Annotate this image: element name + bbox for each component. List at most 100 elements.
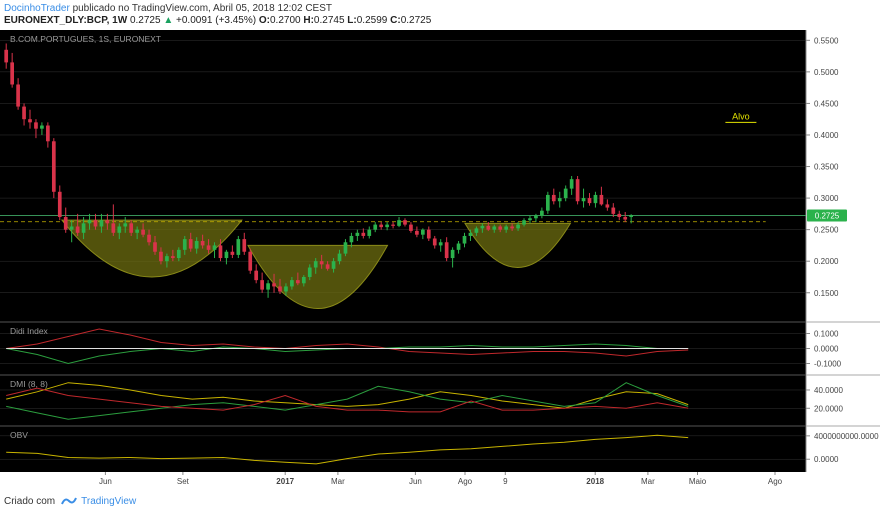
candle-body [623,217,628,220]
candle-body [468,232,473,236]
candle-body [611,207,616,214]
candle-body [355,232,360,236]
candle-body [296,280,300,284]
candle-body [391,224,395,226]
candle-body [534,215,538,219]
x-tick-label: Set [177,477,190,486]
candle-body [480,225,485,229]
candle-body [545,194,550,211]
publish-text: publicado no TradingView.com, Abril 05, … [72,3,332,14]
candle-body [420,229,425,235]
candle-body [444,242,449,259]
candle-body [361,232,366,236]
indicator-series-line [6,387,689,413]
candle-body [313,261,318,268]
candle-body [34,122,38,129]
candle-body [69,226,74,230]
indicator-series-line [6,382,689,420]
symbol-info: EURONEXT_DLY:BCP, 1W 0.2725 ▲ +0.0091 (+… [4,15,431,28]
candle-body [403,220,407,225]
candle-body [593,194,598,204]
indicator-series-line [6,434,689,465]
candle-body [349,235,354,243]
indicator-series-line [6,328,689,357]
cup-pattern [60,219,243,278]
candle-body [105,220,110,224]
y-tick-label: 0.4000 [814,131,839,140]
tradingview-logo-icon [61,497,78,505]
candle-body [290,280,294,287]
candle-body [10,62,14,85]
candle-body [373,224,378,230]
candle-body [194,241,199,249]
candle-body [153,242,157,252]
candle-body [165,256,169,262]
candle-body [236,239,241,255]
candle-body [230,251,235,255]
y-tick-label: 0.1500 [814,289,839,298]
y-tick-label: 0.0000 [814,455,839,464]
candle-body [200,241,205,246]
author-link[interactable]: DocinhoTrader [4,3,70,14]
symbol-name: EURONEXT_DLY:BCP, 1W [4,15,128,26]
y-tick-label: 0.3000 [814,194,839,203]
close-value: 0.2725 [400,15,432,26]
y-tick-label: 20.0000 [814,404,843,413]
candle-body [331,261,336,269]
candle-body [319,261,324,265]
candle-body [540,210,544,216]
candle-body [171,256,175,259]
candle-body [123,223,128,227]
candle-body [40,125,44,129]
y-tick-label: 0.4500 [814,99,839,108]
candle-body [426,229,431,239]
cup-pattern [464,222,572,269]
target-label: Alvo [732,111,750,121]
y-tick-label: 0.2500 [814,226,839,235]
candle-body [516,224,520,229]
candle-body [438,242,443,246]
created-with-text: Criado com [4,495,56,507]
candle-body [22,106,26,120]
x-tick-label: Mar [331,477,345,486]
x-tick-label: Jun [99,477,112,486]
candle-body [28,119,32,123]
candle-body [456,243,461,250]
y-tick-label: 4000000000.0000 [814,432,879,441]
change-value: +0.0091 (+3.45%) [176,15,257,26]
high-value: 0.2745 [313,15,345,26]
candle-body [182,239,187,250]
candle-body [575,179,580,202]
candle-body [254,270,259,281]
close-label: C: [390,15,401,26]
candle-body [581,198,586,202]
y-tick-label: 0.0000 [814,345,839,354]
candle-body [272,283,276,287]
publish-info: DocinhoTrader publicado no TradingView.c… [4,3,332,15]
candle-body [415,230,419,235]
candle-body [129,223,134,233]
candle-body [486,225,491,230]
chart-canvas[interactable]: 0.5500 0.5000 0.4500 0.4000 0.3500 0.3000 0.25… [0,30,880,490]
candle-body [117,226,122,233]
candle-body [260,280,264,290]
candle-body [504,226,509,230]
candle-body [367,229,372,236]
candle-body [569,179,574,189]
x-tick-label: 2018 [586,477,604,486]
tradingview-link[interactable]: TradingView [81,495,137,507]
footer: Criado com TradingView [4,493,136,509]
time-axis-background [0,472,880,490]
y-tick-label: 0.2000 [814,257,839,266]
candle-body [492,226,497,230]
candle-body [278,286,282,292]
candle-body [206,245,211,250]
high-label: H: [303,15,314,26]
price-axis-background [806,30,880,472]
candle-body [212,245,217,250]
candle-body [141,229,145,235]
candle-body [450,249,455,259]
candle-body [176,249,181,259]
candle-body [248,251,253,271]
last-price-value: 0.2725 [129,15,161,26]
